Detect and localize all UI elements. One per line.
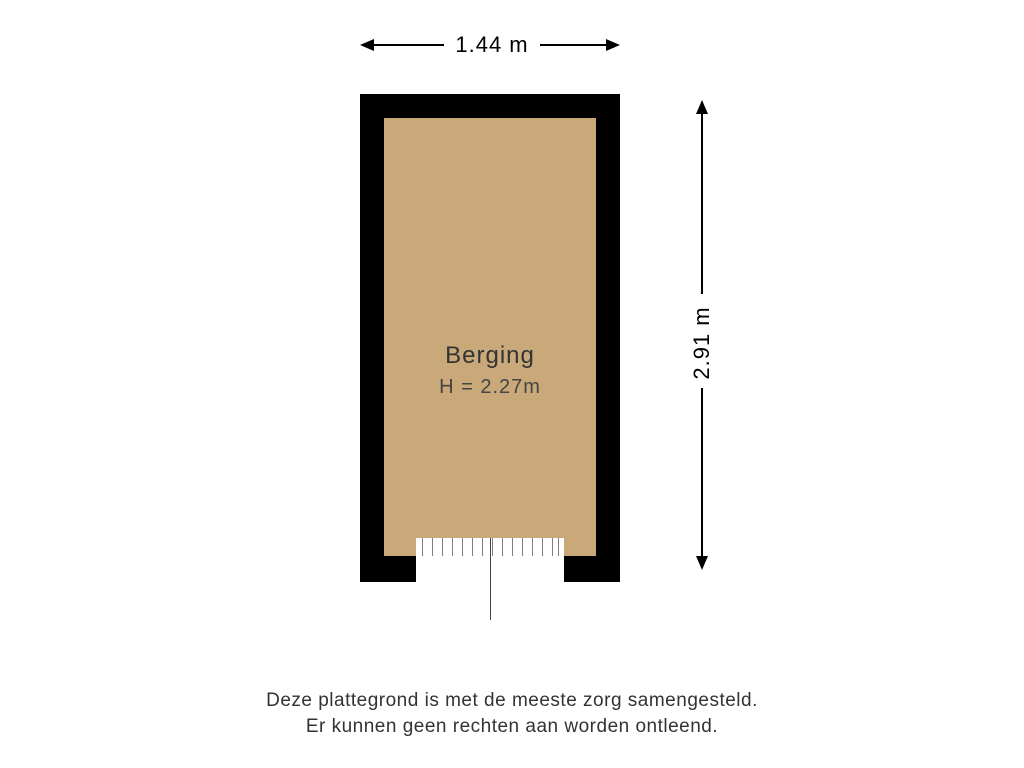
dim-height-line-top: [701, 114, 703, 294]
dim-width-line-left: [374, 44, 444, 46]
dim-height-arrow-down-icon: [696, 556, 708, 570]
room-height-label: H = 2.27m: [360, 376, 620, 399]
disclaimer-line1: Deze plattegrond is met de meeste zorg s…: [266, 690, 758, 711]
dim-width-arrow-right-icon: [606, 39, 620, 51]
room-interior: [384, 118, 596, 556]
disclaimer-text: Deze plattegrond is met de meeste zorg s…: [0, 688, 1024, 739]
dim-width-line-right: [540, 44, 606, 46]
room-name-label: Berging: [360, 342, 620, 370]
dim-height-label: 2.91 m: [689, 295, 715, 391]
dim-width-arrow-left-icon: [360, 39, 374, 51]
disclaimer-line2: Er kunnen geen rechten aan worden ontlee…: [306, 716, 718, 737]
dim-width-label: 1.44 m: [444, 32, 540, 58]
door-swing-tick: [490, 538, 491, 620]
dim-height-line-bottom: [701, 388, 703, 556]
dim-height-arrow-up-icon: [696, 100, 708, 114]
floorplan-canvas: Berging H = 2.27m 1.44 m 2.91 m Deze pla…: [0, 0, 1024, 768]
